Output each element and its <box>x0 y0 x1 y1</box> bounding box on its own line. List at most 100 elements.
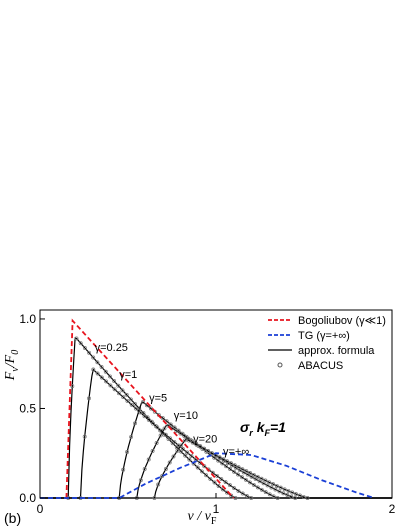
abacus-point <box>152 496 157 500</box>
abacus-point <box>112 387 117 392</box>
abacus-point <box>164 419 169 424</box>
abacus-point <box>240 475 244 480</box>
abacus-point <box>267 480 272 485</box>
abacus-point <box>249 474 254 479</box>
legend-marker <box>277 362 283 368</box>
abacus-point <box>267 492 272 497</box>
abacus-point <box>182 434 187 438</box>
abacus-point <box>255 485 260 490</box>
y-tick-label: 0.0 <box>19 491 36 505</box>
y-axis: 0.0 0.5 1.0 <box>19 312 45 505</box>
legend-label: TG (γ=+∞) <box>298 330 350 342</box>
abacus-point <box>129 402 134 407</box>
abacus-point <box>199 469 204 474</box>
abacus-point <box>128 397 133 402</box>
abacus-point <box>155 425 160 430</box>
plot-area <box>39 309 393 500</box>
abacus-point <box>240 491 245 496</box>
abacus-point <box>185 450 190 455</box>
abacus-point <box>91 355 96 360</box>
abacus-point <box>263 490 268 495</box>
abacus-point <box>289 494 294 499</box>
abacus-point <box>180 447 185 451</box>
abacus-point <box>70 384 75 389</box>
abacus-point <box>233 496 238 500</box>
abacus-point <box>174 428 179 433</box>
abacus-point <box>261 481 266 486</box>
y-tick-label: 0.5 <box>19 401 36 415</box>
abacus-point <box>243 477 248 482</box>
curve-annotation: γ=5 <box>149 392 167 404</box>
abacus-point <box>257 479 262 484</box>
abacus-point <box>87 350 92 355</box>
abacus-point <box>225 459 230 464</box>
abacus-point <box>271 494 276 499</box>
abacus-point <box>209 451 214 456</box>
panel-label: (b) <box>4 510 21 526</box>
abacus-point <box>172 439 177 444</box>
abacus-point <box>212 480 217 485</box>
abacus-point <box>221 457 226 462</box>
abacus-point <box>198 444 203 449</box>
abacus-point <box>112 379 117 383</box>
abacus-point <box>285 493 290 497</box>
abacus-point <box>99 365 104 369</box>
y-axis-title: Fν/F0 <box>3 350 21 381</box>
abacus-point <box>305 496 310 500</box>
abacus-point <box>138 478 143 483</box>
abacus-point <box>116 383 121 388</box>
abacus-point <box>146 457 151 462</box>
abacus-point <box>271 482 276 487</box>
x-axis: 0 1 2 <box>37 493 396 516</box>
abacus-point <box>99 375 104 380</box>
abacus-point <box>168 436 173 441</box>
curve-annotation: γ=+∞ <box>223 446 249 458</box>
abacus-point <box>146 417 151 422</box>
abacus-point <box>236 488 241 493</box>
x-tick-label: 1 <box>213 502 220 516</box>
curve-annotation: γ=20 <box>193 434 217 446</box>
approx-curve <box>40 438 392 499</box>
legend: Bogoliubov (γ≪1) TG (γ=+∞) approx. formula… <box>268 315 386 372</box>
abacus-point <box>186 438 191 443</box>
abacus-point <box>158 433 163 438</box>
abacus-point <box>293 496 298 500</box>
series-line <box>65 318 235 499</box>
abacus-point <box>227 483 232 488</box>
abacus-point <box>259 487 264 492</box>
abacus-point <box>189 454 194 458</box>
abacus-point <box>263 478 268 483</box>
abacus-point <box>219 477 224 482</box>
abacus-point <box>150 449 155 453</box>
curve-annotation: γ=10 <box>174 410 198 422</box>
abacus-point <box>277 489 282 494</box>
abacus-point <box>121 395 126 400</box>
abacus-point <box>190 440 195 445</box>
abacus-point <box>120 388 125 393</box>
abacus-point <box>232 469 236 474</box>
abacus-point <box>176 443 181 448</box>
abacus-point <box>87 396 91 401</box>
x-tick-label: 2 <box>389 502 396 516</box>
abacus-point <box>74 336 79 341</box>
abacus-point <box>229 493 234 498</box>
abacus-point <box>224 464 229 469</box>
abacus-point <box>163 467 168 471</box>
abacus-point <box>290 490 295 495</box>
abacus-point <box>232 463 237 468</box>
abacus-point <box>142 467 147 471</box>
abacus-point <box>269 485 274 490</box>
abacus-point <box>228 467 233 471</box>
abacus-point <box>163 432 168 437</box>
abacus-point <box>95 360 100 365</box>
abacus-point <box>248 471 253 475</box>
abacus-point <box>160 416 165 421</box>
approx-curve <box>40 337 392 499</box>
abacus-point <box>244 494 249 498</box>
abacus-point <box>133 421 137 426</box>
parameter-label: σr kF=1 <box>240 419 286 438</box>
abacus-point <box>121 467 126 472</box>
legend-label: ABACUS <box>298 360 343 372</box>
abacus-point <box>278 485 283 490</box>
abacus-point <box>134 406 138 411</box>
